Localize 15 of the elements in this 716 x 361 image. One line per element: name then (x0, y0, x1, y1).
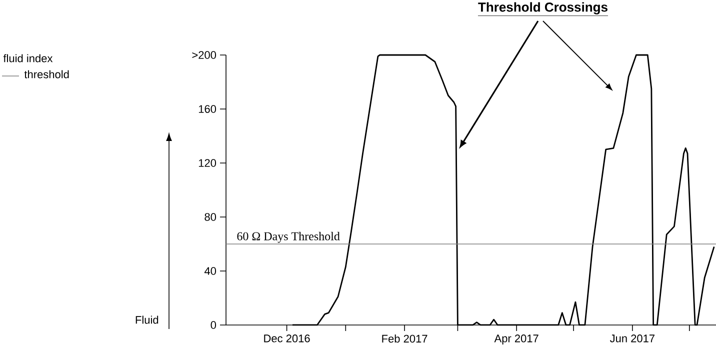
text: Threshold Crossings (478, 2, 608, 14)
x-tick-label: Jun 2017 (610, 334, 654, 342)
y-tick-label: 0 (210, 321, 216, 329)
legend-title: fluid index (3, 54, 53, 62)
annotation: 60 Ω Days Threshold (237, 232, 340, 243)
legend-label: threshold (24, 70, 69, 78)
y-tick-label: >200 (192, 51, 216, 59)
y-tick-label: 80 (204, 213, 216, 221)
x-tick-label: Feb 2017 (382, 334, 428, 343)
x-tick-label: Dec 2016 (264, 334, 310, 342)
y-tick-label: 120 (198, 159, 216, 167)
x-tick-label: Apr 2017 (494, 334, 538, 344)
y-tick-label: 160 (198, 105, 216, 113)
y-axis-title: Fluid (136, 316, 158, 324)
y-tick-label: 40 (204, 267, 216, 275)
